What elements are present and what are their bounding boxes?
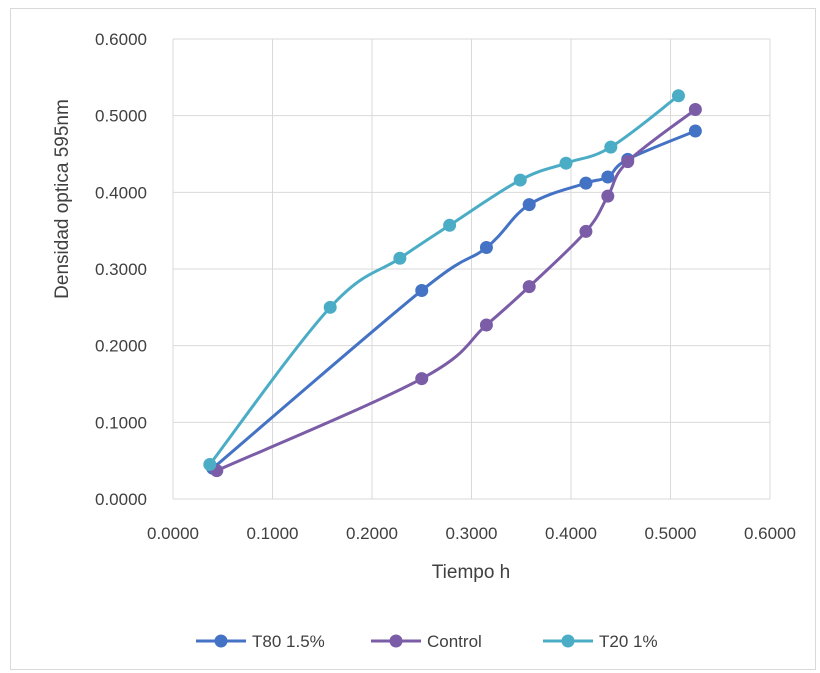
legend-swatch-marker — [561, 634, 575, 648]
data-point — [671, 89, 685, 103]
series-3 — [203, 89, 685, 471]
data-point — [688, 103, 702, 117]
data-point — [688, 124, 702, 138]
series-line — [208, 94, 680, 466]
y-tick-label: 0.3000 — [95, 260, 147, 279]
legend-item: T80 1.5% — [196, 632, 325, 651]
data-point — [415, 283, 429, 297]
y-tick-label: 0.2000 — [95, 337, 147, 356]
y-tick-label: 0.6000 — [95, 30, 147, 49]
data-point — [323, 300, 337, 314]
data-point — [601, 189, 615, 203]
legend-item: Control — [371, 632, 482, 651]
y-tick-label: 0.1000 — [95, 413, 147, 432]
x-tick-label: 0.0000 — [147, 524, 199, 543]
data-point — [522, 198, 536, 212]
x-tick-labels: 0.0000 0.1000 0.2000 0.3000 0.4000 0.5000 0.60… — [147, 524, 796, 543]
data-point — [443, 218, 457, 232]
legend-label: T80 1.5% — [252, 632, 325, 651]
data-point — [513, 173, 527, 187]
series-line — [211, 129, 697, 470]
x-tick-label: 0.5000 — [645, 524, 697, 543]
data-point — [203, 458, 217, 471]
legend: T80 1.5% Control T20 1% — [196, 632, 658, 651]
x-tick-label: 0.3000 — [446, 524, 498, 543]
data-point — [579, 176, 593, 190]
data-point — [601, 170, 615, 184]
data-point — [479, 241, 493, 255]
data-point — [479, 318, 493, 332]
y-tick-labels: 0.0000 0.1000 0.2000 0.3000 0.4000 0.5000 0.60… — [95, 30, 147, 509]
y-axis-title: Densidad optica 595nm — [52, 99, 73, 299]
data-point — [604, 140, 618, 154]
x-tick-label: 0.4000 — [545, 524, 597, 543]
legend-label: Control — [427, 632, 482, 651]
gridlines — [172, 38, 771, 500]
y-tick-label: 0.4000 — [95, 183, 147, 202]
x-tick-label: 0.1000 — [247, 524, 299, 543]
legend-swatch-marker — [389, 634, 403, 648]
series-2 — [210, 103, 702, 478]
x-axis-title: Tiempo h — [432, 562, 511, 583]
x-tick-label: 0.6000 — [744, 524, 796, 543]
data-point — [579, 224, 593, 238]
series-group — [203, 89, 702, 478]
data-point — [393, 251, 407, 265]
legend-swatch-marker — [214, 634, 228, 648]
y-tick-label: 0.0000 — [95, 490, 147, 509]
data-point — [559, 156, 573, 170]
legend-label: T20 1% — [599, 632, 658, 651]
data-point — [415, 372, 429, 386]
legend-item: T20 1% — [543, 632, 658, 651]
data-point — [621, 155, 635, 169]
x-tick-label: 0.2000 — [346, 524, 398, 543]
y-tick-label: 0.5000 — [95, 107, 147, 126]
data-point — [522, 280, 536, 294]
